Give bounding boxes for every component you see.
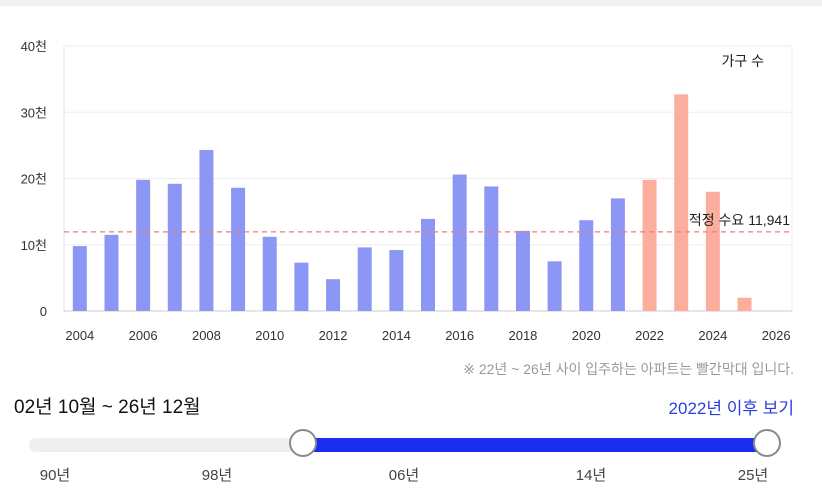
bar	[136, 179, 151, 311]
bar	[262, 236, 277, 311]
chart-note: ※ 22년 ~ 26년 사이 입주하는 아파트는 빨간막대 입니다.	[463, 361, 794, 377]
y-tick-label: 10천	[21, 238, 47, 253]
bar	[610, 198, 625, 311]
bar	[199, 150, 214, 311]
slider-tick-label: 14년	[575, 467, 607, 484]
bar	[515, 230, 530, 311]
bar	[579, 220, 594, 311]
bar	[674, 94, 689, 311]
year-range-slider-fill	[303, 438, 767, 452]
slider-end-handle[interactable]	[753, 429, 781, 457]
y-tick-label: 0	[40, 304, 47, 319]
view-after-2022-link[interactable]: 2022년 이후 보기	[668, 399, 794, 418]
x-tick-label: 2004	[65, 328, 94, 343]
y-tick-label: 40천	[21, 39, 47, 54]
x-tick-label: 2008	[192, 328, 221, 343]
x-tick-label: 2020	[572, 328, 601, 343]
bar	[326, 279, 341, 311]
x-tick-label: 2018	[508, 328, 537, 343]
x-tick-label: 2006	[129, 328, 158, 343]
bar	[642, 179, 657, 311]
y-tick-label: 30천	[21, 105, 47, 120]
bar	[389, 250, 404, 311]
slider-tick-label: 06년	[388, 467, 420, 484]
bar	[452, 174, 467, 311]
slider-tick-label: 98년	[201, 467, 233, 484]
reference-line-label: 적정 수요 11,941	[689, 212, 790, 228]
legend-label: 가구 수	[721, 53, 764, 69]
slider-tick-label: 25년	[737, 467, 769, 484]
x-tick-label: 2016	[445, 328, 474, 343]
bar	[547, 261, 562, 311]
bar	[167, 183, 182, 311]
selected-range-label: 02년 10월 ~ 26년 12월	[14, 397, 201, 418]
top-strip	[0, 0, 822, 6]
bar	[104, 234, 119, 311]
bar	[737, 297, 752, 311]
x-tick-label: 2012	[319, 328, 348, 343]
x-tick-label: 2026	[762, 328, 791, 343]
x-tick-label: 2010	[255, 328, 284, 343]
bar	[72, 246, 87, 311]
bar	[484, 186, 499, 311]
slider-start-handle[interactable]	[289, 429, 317, 457]
x-tick-label: 2022	[635, 328, 664, 343]
x-tick-label: 2014	[382, 328, 411, 343]
bar	[357, 247, 372, 311]
bar	[705, 191, 720, 311]
x-tick-label: 2024	[698, 328, 727, 343]
y-tick-label: 20천	[21, 172, 47, 187]
bar	[294, 262, 309, 311]
bar	[421, 218, 435, 311]
slider-tick-label: 90년	[39, 467, 71, 484]
bar	[231, 187, 246, 311]
